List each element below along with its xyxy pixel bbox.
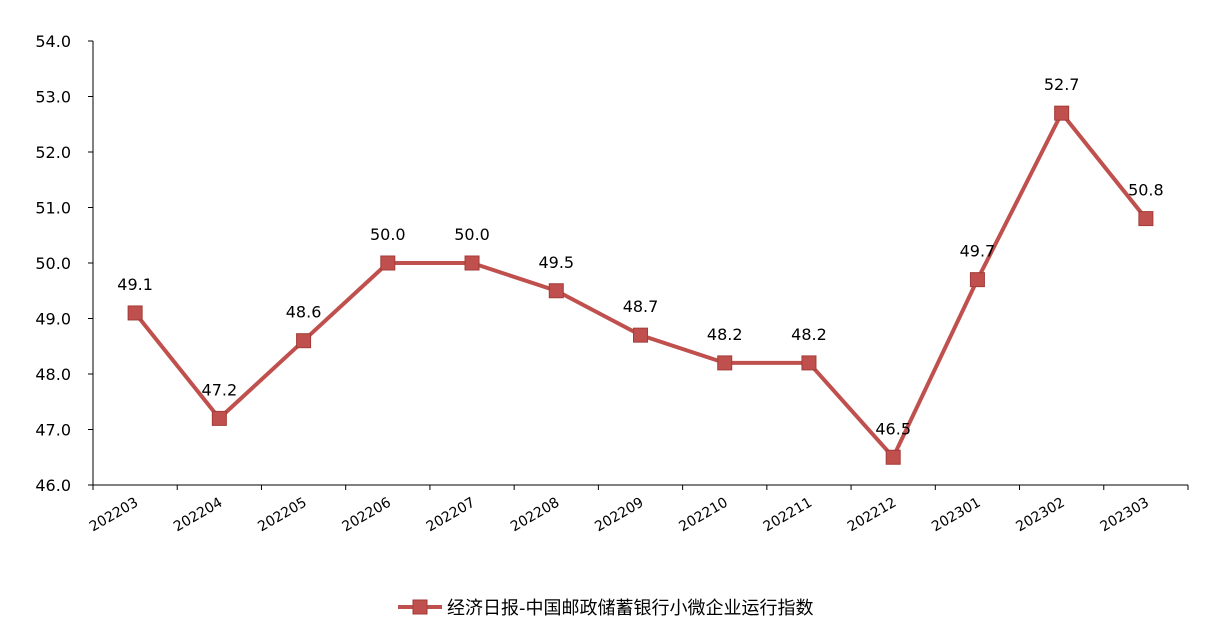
legend-label: 经济日报-中国邮政储蓄银行小微企业运行指数 [447,598,814,619]
data-point-marker [633,327,648,343]
data-point-marker [464,255,480,271]
x-tick-label: 202203 [87,495,141,536]
x-tick-label: 202209 [592,495,646,536]
data-point-marker [801,355,817,371]
data-label: 48.2 [707,325,743,344]
x-axis-ticks: 202203 202204 202205 202206 202207 202208 2022… [87,485,1189,536]
x-tick-label: 202211 [761,495,815,536]
data-point-marker [127,305,143,321]
data-point-marker [296,333,312,349]
x-tick-label: 202204 [171,495,225,536]
series-line [133,111,1148,460]
x-tick-label: 202302 [1013,495,1067,536]
x-tick-label: 202210 [676,495,730,536]
y-tick-label: 51.0 [35,199,71,218]
legend-marker-swatch [412,599,428,615]
data-point-marker [211,410,227,426]
data-labels: 49.1 47.2 48.6 50.0 50.0 49.5 48.7 48.2 48.2 46.5… [117,75,1163,438]
x-tick-label: 202205 [255,495,309,536]
data-point-marker [548,283,564,299]
x-tick-label: 202212 [845,495,899,536]
data-point-marker [717,355,733,371]
data-point-marker [380,255,396,271]
data-label: 49.7 [960,242,996,261]
x-tick-label: 202303 [1098,495,1152,536]
x-tick-label: 202206 [340,495,394,536]
series-group [127,105,1154,465]
y-tick-label: 49.0 [35,310,71,329]
data-label: 50.8 [1128,181,1164,200]
y-tick-label: 48.0 [35,365,71,384]
data-label: 48.6 [286,303,322,322]
data-label: 52.7 [1044,75,1080,94]
legend: 经济日报-中国邮政储蓄银行小微企业运行指数 [398,598,814,619]
data-label: 50.0 [454,225,490,244]
y-tick-label: 47.0 [35,421,71,440]
x-tick-label: 202207 [424,495,478,536]
y-tick-label: 46.0 [35,476,71,495]
data-point-marker [885,449,901,465]
y-axis-ticks: 46.0 47.0 48.0 49.0 50.0 51.0 52.0 53.0 54.0 [35,32,93,495]
y-tick-label: 54.0 [35,32,71,51]
data-point-marker [969,272,985,288]
data-label: 49.5 [538,253,574,272]
data-point-marker [1054,105,1070,121]
y-tick-label: 52.0 [35,143,71,162]
y-tick-label: 53.0 [35,88,71,107]
data-label: 48.7 [623,297,659,316]
y-tick-label: 50.0 [35,254,71,273]
x-tick-label: 202301 [929,495,983,536]
data-label: 47.2 [202,380,238,399]
data-label: 48.2 [791,325,827,344]
data-point-marker [1138,211,1154,227]
data-label: 50.0 [370,225,406,244]
x-tick-label: 202208 [508,495,562,536]
data-label: 46.5 [875,419,911,438]
chart-axes [92,41,1188,486]
data-label: 49.1 [117,275,153,294]
